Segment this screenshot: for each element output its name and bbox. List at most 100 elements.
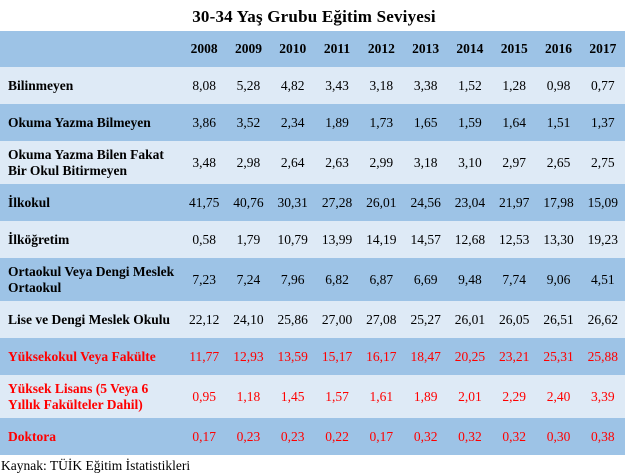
cell-value: 3,48 bbox=[192, 154, 216, 170]
source-note: Kaynak: TÜİK Eğitim İstatistikleri bbox=[1, 458, 191, 473]
cell-value: 0,22 bbox=[325, 428, 349, 444]
table-row: Yüksek Lisans (5 Veya 6 Yıllık Fakültele… bbox=[0, 375, 625, 418]
cell-value: 2,29 bbox=[502, 388, 527, 404]
year-column-header: 2011 bbox=[323, 41, 351, 57]
education-level-table: 2008 2009 2010 2011 2012 2013 2014 2015 2016 2017… bbox=[0, 31, 625, 455]
row-label: Okuma Yazma Bilmeyen bbox=[8, 114, 151, 130]
year-column-header: 2008 bbox=[190, 41, 218, 57]
cell-value: 3,18 bbox=[369, 77, 394, 93]
table-row: Doktora 0,17 0,23 0,23 0,22 0,17 0,32 0,32 0,32 0… bbox=[0, 418, 625, 455]
cell-value: 1,64 bbox=[502, 114, 527, 130]
cell-value: 0,32 bbox=[413, 428, 438, 444]
year-column-header: 2014 bbox=[456, 41, 484, 57]
year-column-header: 2016 bbox=[545, 41, 573, 57]
cell-value: 2,97 bbox=[502, 154, 527, 170]
cell-value: 1,18 bbox=[236, 388, 261, 404]
cell-value: 2,40 bbox=[546, 388, 571, 404]
year-column-header: 2015 bbox=[500, 41, 528, 57]
cell-value: 27,08 bbox=[366, 311, 397, 327]
cell-value: 2,65 bbox=[546, 154, 571, 170]
cell-value: 1,52 bbox=[458, 77, 482, 93]
cell-value: 0,30 bbox=[546, 428, 571, 444]
row-label: İlköğretim bbox=[8, 231, 70, 247]
table-row: Okuma Yazma Bilmeyen 3,86 3,52 2,34 1,89 1,73… bbox=[0, 104, 625, 141]
cell-value: 26,01 bbox=[366, 194, 397, 210]
cell-value: 25,86 bbox=[277, 311, 308, 327]
cell-value: 24,56 bbox=[410, 194, 441, 210]
cell-value: 9,06 bbox=[546, 271, 571, 287]
table-row: Ortaokul Veya Dengi Meslek Ortaokul 7,23 7… bbox=[0, 258, 625, 301]
cell-value: 21,97 bbox=[499, 194, 530, 210]
cell-value: 3,10 bbox=[458, 154, 482, 170]
cell-value: 0,32 bbox=[458, 428, 482, 444]
table-header: 2008 2009 2010 2011 2012 2013 2014 2015 2016 2017 bbox=[0, 31, 625, 67]
cell-value: 40,76 bbox=[233, 194, 264, 210]
cell-value: 1,28 bbox=[502, 77, 527, 93]
cell-value: 3,86 bbox=[192, 114, 216, 130]
cell-value: 0,17 bbox=[369, 428, 394, 444]
cell-value: 12,53 bbox=[499, 231, 530, 247]
cell-value: 0,95 bbox=[192, 388, 216, 404]
cell-value: 10,79 bbox=[277, 231, 308, 247]
cell-value: 7,24 bbox=[236, 271, 261, 287]
cell-value: 7,74 bbox=[502, 271, 527, 287]
cell-value: 26,62 bbox=[587, 311, 619, 327]
cell-value: 0,58 bbox=[192, 231, 216, 247]
table-body: Bilinmeyen 8,08 5,28 4,82 3,43 3,18 3,38 1,52 1,… bbox=[0, 67, 625, 455]
cell-value: 2,63 bbox=[325, 154, 349, 170]
row-label: Yüksekokul Veya Fakülte bbox=[8, 348, 156, 364]
cell-value: 13,30 bbox=[543, 231, 574, 247]
cell-value: 27,00 bbox=[321, 311, 353, 327]
cell-value: 30,31 bbox=[277, 194, 308, 210]
cell-value: 25,27 bbox=[410, 311, 441, 327]
table-row: İlkokul 41,75 40,76 30,31 27,28 26,01 24,56 23,… bbox=[0, 184, 625, 221]
cell-value: 3,18 bbox=[413, 154, 438, 170]
cell-value: 6,87 bbox=[369, 271, 394, 287]
cell-value: 9,48 bbox=[458, 271, 482, 287]
cell-value: 14,57 bbox=[410, 231, 441, 247]
cell-value: 2,99 bbox=[369, 154, 394, 170]
row-label: Bilinmeyen bbox=[8, 77, 74, 93]
cell-value: 12,68 bbox=[454, 231, 486, 247]
table-row: Lise ve Dengi Meslek Okulu 22,12 24,10 25,8… bbox=[0, 301, 625, 338]
cell-value: 3,38 bbox=[413, 77, 438, 93]
cell-value: 41,75 bbox=[188, 194, 220, 210]
cell-value: 13,59 bbox=[277, 348, 308, 364]
year-column-header: 2013 bbox=[412, 41, 440, 57]
cell-value: 20,25 bbox=[454, 348, 486, 364]
cell-value: 26,05 bbox=[499, 311, 530, 327]
cell-value: 25,31 bbox=[543, 348, 574, 364]
cell-value: 15,17 bbox=[321, 348, 353, 364]
cell-value: 0,98 bbox=[546, 77, 571, 93]
cell-value: 2,75 bbox=[591, 154, 615, 170]
cell-value: 11,77 bbox=[189, 348, 220, 364]
cell-value: 0,38 bbox=[591, 428, 615, 444]
cell-value: 23,21 bbox=[499, 348, 530, 364]
year-column-header: 2010 bbox=[279, 41, 307, 57]
cell-value: 0,23 bbox=[280, 428, 305, 444]
cell-value: 0,77 bbox=[591, 77, 615, 93]
cell-value: 2,64 bbox=[280, 154, 305, 170]
cell-value: 7,23 bbox=[192, 271, 216, 287]
cell-value: 1,59 bbox=[458, 114, 482, 130]
page-title: 30-34 Yaş Grubu Eğitim Seviyesi bbox=[192, 7, 436, 26]
cell-value: 26,51 bbox=[543, 311, 574, 327]
cell-value: 17,98 bbox=[543, 194, 574, 210]
row-label: İlkokul bbox=[8, 194, 51, 210]
cell-value: 13,99 bbox=[321, 231, 353, 247]
cell-value: 25,88 bbox=[587, 348, 619, 364]
cell-value: 14,19 bbox=[366, 231, 397, 247]
row-label: Okuma Yazma Bilen Fakat Bir Okul Bitirme… bbox=[8, 147, 164, 178]
table-row: Okuma Yazma Bilen Fakat Bir Okul Bitirme… bbox=[0, 141, 625, 184]
cell-value: 3,39 bbox=[591, 388, 615, 404]
cell-value: 27,28 bbox=[321, 194, 353, 210]
year-column-header: 2009 bbox=[234, 41, 262, 57]
cell-value: 0,32 bbox=[502, 428, 527, 444]
cell-value: 6,82 bbox=[325, 271, 349, 287]
cell-value: 2,01 bbox=[458, 388, 482, 404]
row-label: Ortaokul Veya Dengi Meslek Ortaokul bbox=[8, 264, 175, 295]
cell-value: 19,23 bbox=[587, 231, 619, 247]
cell-value: 1,61 bbox=[369, 388, 394, 404]
cell-value: 6,69 bbox=[413, 271, 438, 287]
